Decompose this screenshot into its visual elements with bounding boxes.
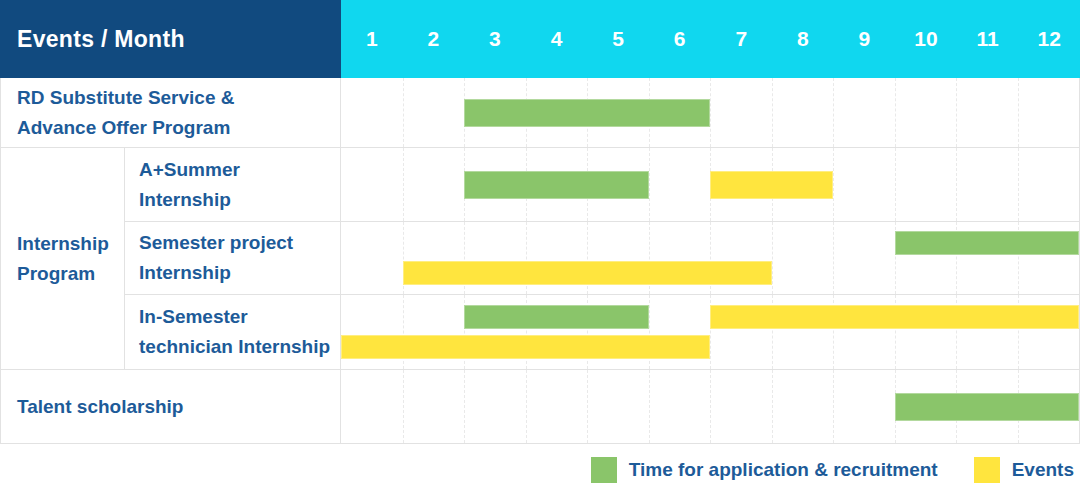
- legend: Time for application & recruitment Event…: [0, 444, 1080, 494]
- month-gridline: [587, 370, 588, 443]
- row-semester-project: Semester project Internship: [125, 221, 1079, 294]
- month-label: 3: [464, 0, 526, 78]
- group-label-internship-program: Internship Program: [1, 148, 125, 369]
- month-gridline: [1018, 78, 1019, 147]
- month-label: 11: [957, 0, 1019, 78]
- legend-swatch-yellow-icon: [974, 457, 1000, 483]
- legend-label-events: Events: [1012, 459, 1074, 481]
- gantt-bar-application: [464, 99, 710, 127]
- gantt-bar-event: [403, 261, 772, 285]
- month-gridline: [649, 148, 650, 221]
- legend-item-application: Time for application & recruitment: [591, 457, 938, 483]
- month-gridline: [772, 370, 773, 443]
- month-gridline: [833, 148, 834, 221]
- month-gridline: [772, 222, 773, 294]
- month-label: 1: [341, 0, 403, 78]
- month-gridline: [710, 78, 711, 147]
- gantt-bar-application: [895, 393, 1080, 421]
- month-gridline: [895, 148, 896, 221]
- month-gridline: [1018, 148, 1019, 221]
- month-label: 10: [895, 0, 957, 78]
- row-talent-scholarship: Talent scholarship: [1, 369, 1079, 443]
- month-gridline: [403, 78, 404, 147]
- month-gridline: [833, 78, 834, 147]
- chart-cell-talent-scholarship: [341, 370, 1079, 443]
- month-label: 6: [649, 0, 711, 78]
- month-gridline: [649, 370, 650, 443]
- chart-cell-rd-substitute: [341, 78, 1079, 147]
- month-label: 5: [587, 0, 649, 78]
- gantt-bar-event: [341, 335, 710, 359]
- row-a-plus-summer: A+Summer Internship: [125, 148, 1079, 221]
- header-row: Events / Month 123456789101112: [0, 0, 1080, 78]
- chart-cell-a-plus-summer: [341, 148, 1079, 221]
- row-label-semester-project: Semester project Internship: [125, 222, 341, 294]
- table-body: RD Substitute Service & Advance Offer Pr…: [0, 78, 1080, 444]
- month-gridline: [526, 370, 527, 443]
- group-subrows: A+Summer Internship Semester project Int…: [125, 148, 1079, 369]
- row-rd-substitute: RD Substitute Service & Advance Offer Pr…: [1, 78, 1079, 147]
- gantt-bar-application: [895, 231, 1080, 255]
- month-label: 8: [772, 0, 834, 78]
- legend-label-application: Time for application & recruitment: [629, 459, 938, 481]
- group-internship-program: Internship Program A+Summer Internship S…: [1, 147, 1079, 369]
- row-label-rd-substitute: RD Substitute Service & Advance Offer Pr…: [1, 78, 341, 147]
- row-label-in-semester-technician: In-Semester technician Internship: [125, 295, 341, 369]
- chart-cell-semester-project: [341, 222, 1079, 294]
- gantt-bar-event: [710, 305, 1079, 329]
- month-gridline: [403, 370, 404, 443]
- month-gridline: [956, 148, 957, 221]
- month-gridline: [956, 78, 957, 147]
- month-gridline: [833, 222, 834, 294]
- gantt-bar-application: [464, 305, 649, 329]
- month-gridline: [403, 148, 404, 221]
- gantt-bar-event: [710, 171, 833, 199]
- gantt-bar-application: [464, 171, 649, 199]
- month-gridline: [772, 78, 773, 147]
- chart-cell-in-semester-technician: [341, 295, 1079, 369]
- gantt-schedule: Events / Month 123456789101112 RD Substi…: [0, 0, 1080, 494]
- month-gridline: [895, 78, 896, 147]
- legend-item-events: Events: [974, 457, 1074, 483]
- legend-swatch-green-icon: [591, 457, 617, 483]
- month-label: 2: [403, 0, 465, 78]
- month-gridline: [833, 370, 834, 443]
- header-title: Events / Month: [0, 0, 341, 78]
- month-header: 123456789101112: [341, 0, 1080, 78]
- month-label: 7: [710, 0, 772, 78]
- month-label: 9: [834, 0, 896, 78]
- month-gridline: [464, 370, 465, 443]
- month-gridline: [710, 370, 711, 443]
- row-in-semester-technician: In-Semester technician Internship: [125, 294, 1079, 369]
- month-label: 12: [1018, 0, 1080, 78]
- row-label-a-plus-summer: A+Summer Internship: [125, 148, 341, 221]
- month-label: 4: [526, 0, 588, 78]
- row-label-talent-scholarship: Talent scholarship: [1, 370, 341, 443]
